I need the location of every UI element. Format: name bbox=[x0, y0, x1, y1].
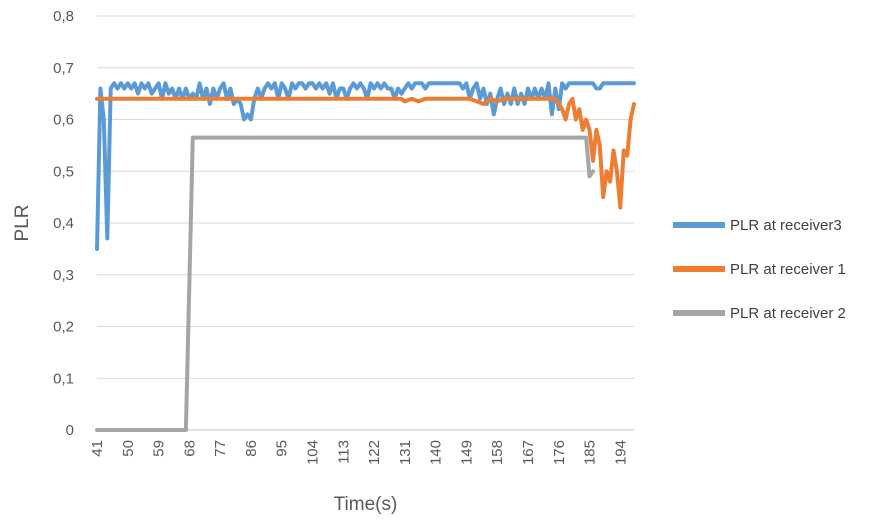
series-line-2 bbox=[95, 96, 636, 210]
x-tick-label: 59 bbox=[151, 440, 168, 457]
legend-label-2: PLR at receiver 1 bbox=[730, 261, 846, 278]
x-tick-label: 149 bbox=[458, 440, 475, 465]
y-tick-label: 0,4 bbox=[53, 215, 74, 232]
x-tick-label: 41 bbox=[89, 440, 106, 457]
x-axis-title: Time(s) bbox=[334, 494, 398, 515]
y-tick-label: 0 bbox=[66, 422, 74, 439]
legend-label-1: PLR at receiver3 bbox=[730, 217, 842, 234]
x-tick-label: 68 bbox=[181, 440, 198, 457]
x-tick-label: 194 bbox=[612, 440, 629, 465]
legend: PLR at receiver3 PLR at receiver 1 PLR at … bbox=[673, 217, 846, 322]
x-tick-label: 86 bbox=[243, 440, 260, 457]
series-lines bbox=[95, 81, 636, 432]
gridlines bbox=[97, 15, 634, 431]
series-line-1 bbox=[95, 81, 636, 251]
x-tick-label: 131 bbox=[397, 440, 414, 465]
y-tick-label: 0,7 bbox=[53, 60, 74, 77]
x-tick-label: 140 bbox=[428, 440, 445, 465]
x-tick-label: 185 bbox=[582, 440, 599, 465]
x-tick-label: 167 bbox=[520, 440, 537, 465]
x-tick-label: 104 bbox=[304, 440, 321, 465]
y-axis-title: PLR bbox=[12, 205, 33, 242]
x-tick-label: 77 bbox=[212, 440, 229, 457]
y-tick-label: 0,8 bbox=[53, 8, 74, 25]
y-tick-label: 0,1 bbox=[53, 370, 74, 387]
x-tick-label: 158 bbox=[489, 440, 506, 465]
series-line-3 bbox=[95, 135, 595, 432]
y-tick-label: 0,6 bbox=[53, 112, 74, 129]
x-tick-label: 113 bbox=[335, 440, 352, 464]
x-tick-label: 176 bbox=[551, 440, 568, 465]
y-axis-ticks: 0 0,1 0,2 0,3 0,4 0,5 0,6 0,7 0,8 bbox=[53, 8, 74, 439]
x-axis-ticks: 41 50 59 68 77 86 95 104 113 122 131 140 149 158 167 17… bbox=[89, 440, 629, 465]
y-tick-label: 0,3 bbox=[53, 267, 74, 284]
y-tick-label: 0,5 bbox=[53, 163, 74, 180]
x-tick-label: 122 bbox=[366, 440, 383, 465]
x-tick-label: 50 bbox=[120, 440, 137, 457]
x-tick-label: 95 bbox=[274, 440, 291, 457]
legend-label-3: PLR at receiver 2 bbox=[730, 305, 846, 322]
y-tick-label: 0,2 bbox=[53, 319, 74, 336]
